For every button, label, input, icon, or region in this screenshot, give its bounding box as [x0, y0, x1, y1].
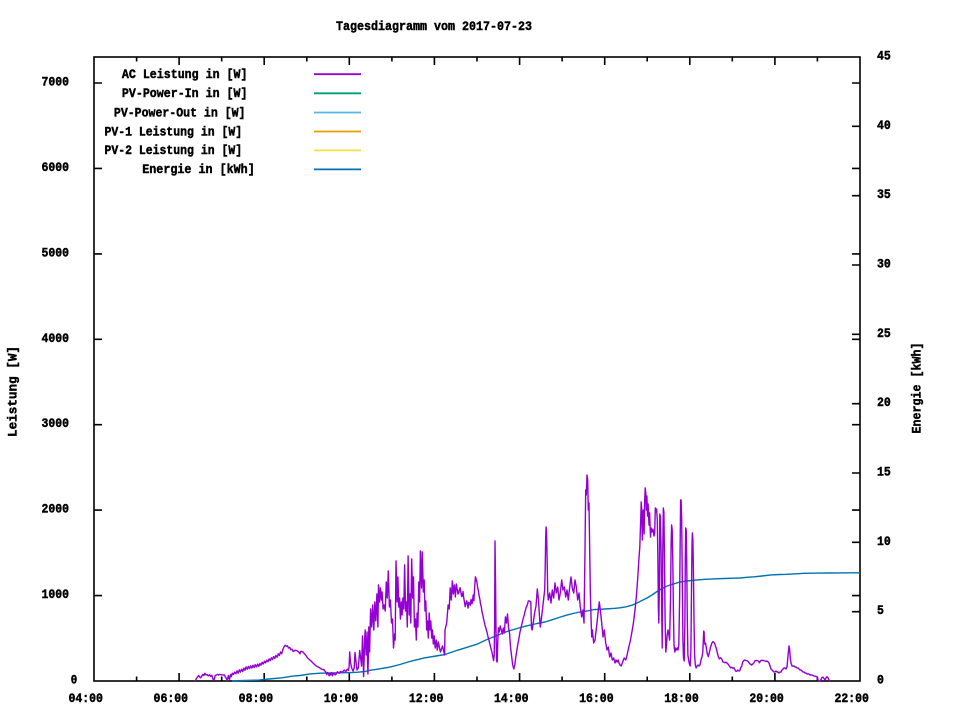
- svg-text:Tagesdiagramm vom 2017-07-23: Tagesdiagramm vom 2017-07-23: [336, 19, 532, 34]
- svg-text:PV-Power-In in [W]: PV-Power-In in [W]: [122, 86, 248, 101]
- svg-text:18:00: 18:00: [664, 691, 699, 706]
- svg-text:08:00: 08:00: [239, 691, 274, 706]
- svg-text:5: 5: [877, 603, 884, 618]
- svg-text:22:00: 22:00: [834, 691, 869, 706]
- svg-text:PV-2 Leistung in [W]: PV-2 Leistung in [W]: [105, 143, 243, 158]
- svg-text:Energie [kWh]: Energie [kWh]: [910, 343, 925, 434]
- svg-text:25: 25: [877, 326, 891, 341]
- svg-text:20: 20: [877, 395, 891, 410]
- svg-text:1000: 1000: [42, 587, 70, 602]
- svg-text:3000: 3000: [42, 416, 70, 431]
- svg-text:0: 0: [71, 673, 78, 688]
- svg-text:20:00: 20:00: [749, 691, 784, 706]
- svg-text:45: 45: [877, 49, 891, 64]
- svg-text:PV-Power-Out in [W]: PV-Power-Out in [W]: [114, 105, 246, 120]
- svg-text:04:00: 04:00: [68, 691, 103, 706]
- svg-text:14:00: 14:00: [494, 691, 529, 706]
- svg-text:16:00: 16:00: [579, 691, 614, 706]
- svg-text:06:00: 06:00: [154, 691, 189, 706]
- svg-text:2000: 2000: [42, 502, 70, 517]
- svg-text:6000: 6000: [42, 160, 70, 175]
- svg-text:35: 35: [877, 187, 891, 202]
- svg-text:0: 0: [877, 673, 884, 688]
- svg-text:AC Leistung in [W]: AC Leistung in [W]: [122, 67, 248, 82]
- svg-text:40: 40: [877, 118, 891, 133]
- svg-text:30: 30: [877, 257, 891, 272]
- svg-text:7000: 7000: [42, 75, 70, 90]
- svg-text:Energie in [kWh]: Energie in [kWh]: [142, 162, 255, 177]
- svg-text:PV-1 Leistung in [W]: PV-1 Leistung in [W]: [105, 124, 243, 139]
- svg-text:5000: 5000: [42, 245, 70, 260]
- svg-text:4000: 4000: [42, 331, 70, 346]
- svg-text:Leistung [W]: Leistung [W]: [6, 346, 21, 437]
- svg-text:15: 15: [877, 465, 891, 480]
- svg-text:10: 10: [877, 534, 891, 549]
- svg-text:10:00: 10:00: [324, 691, 359, 706]
- svg-text:12:00: 12:00: [409, 691, 444, 706]
